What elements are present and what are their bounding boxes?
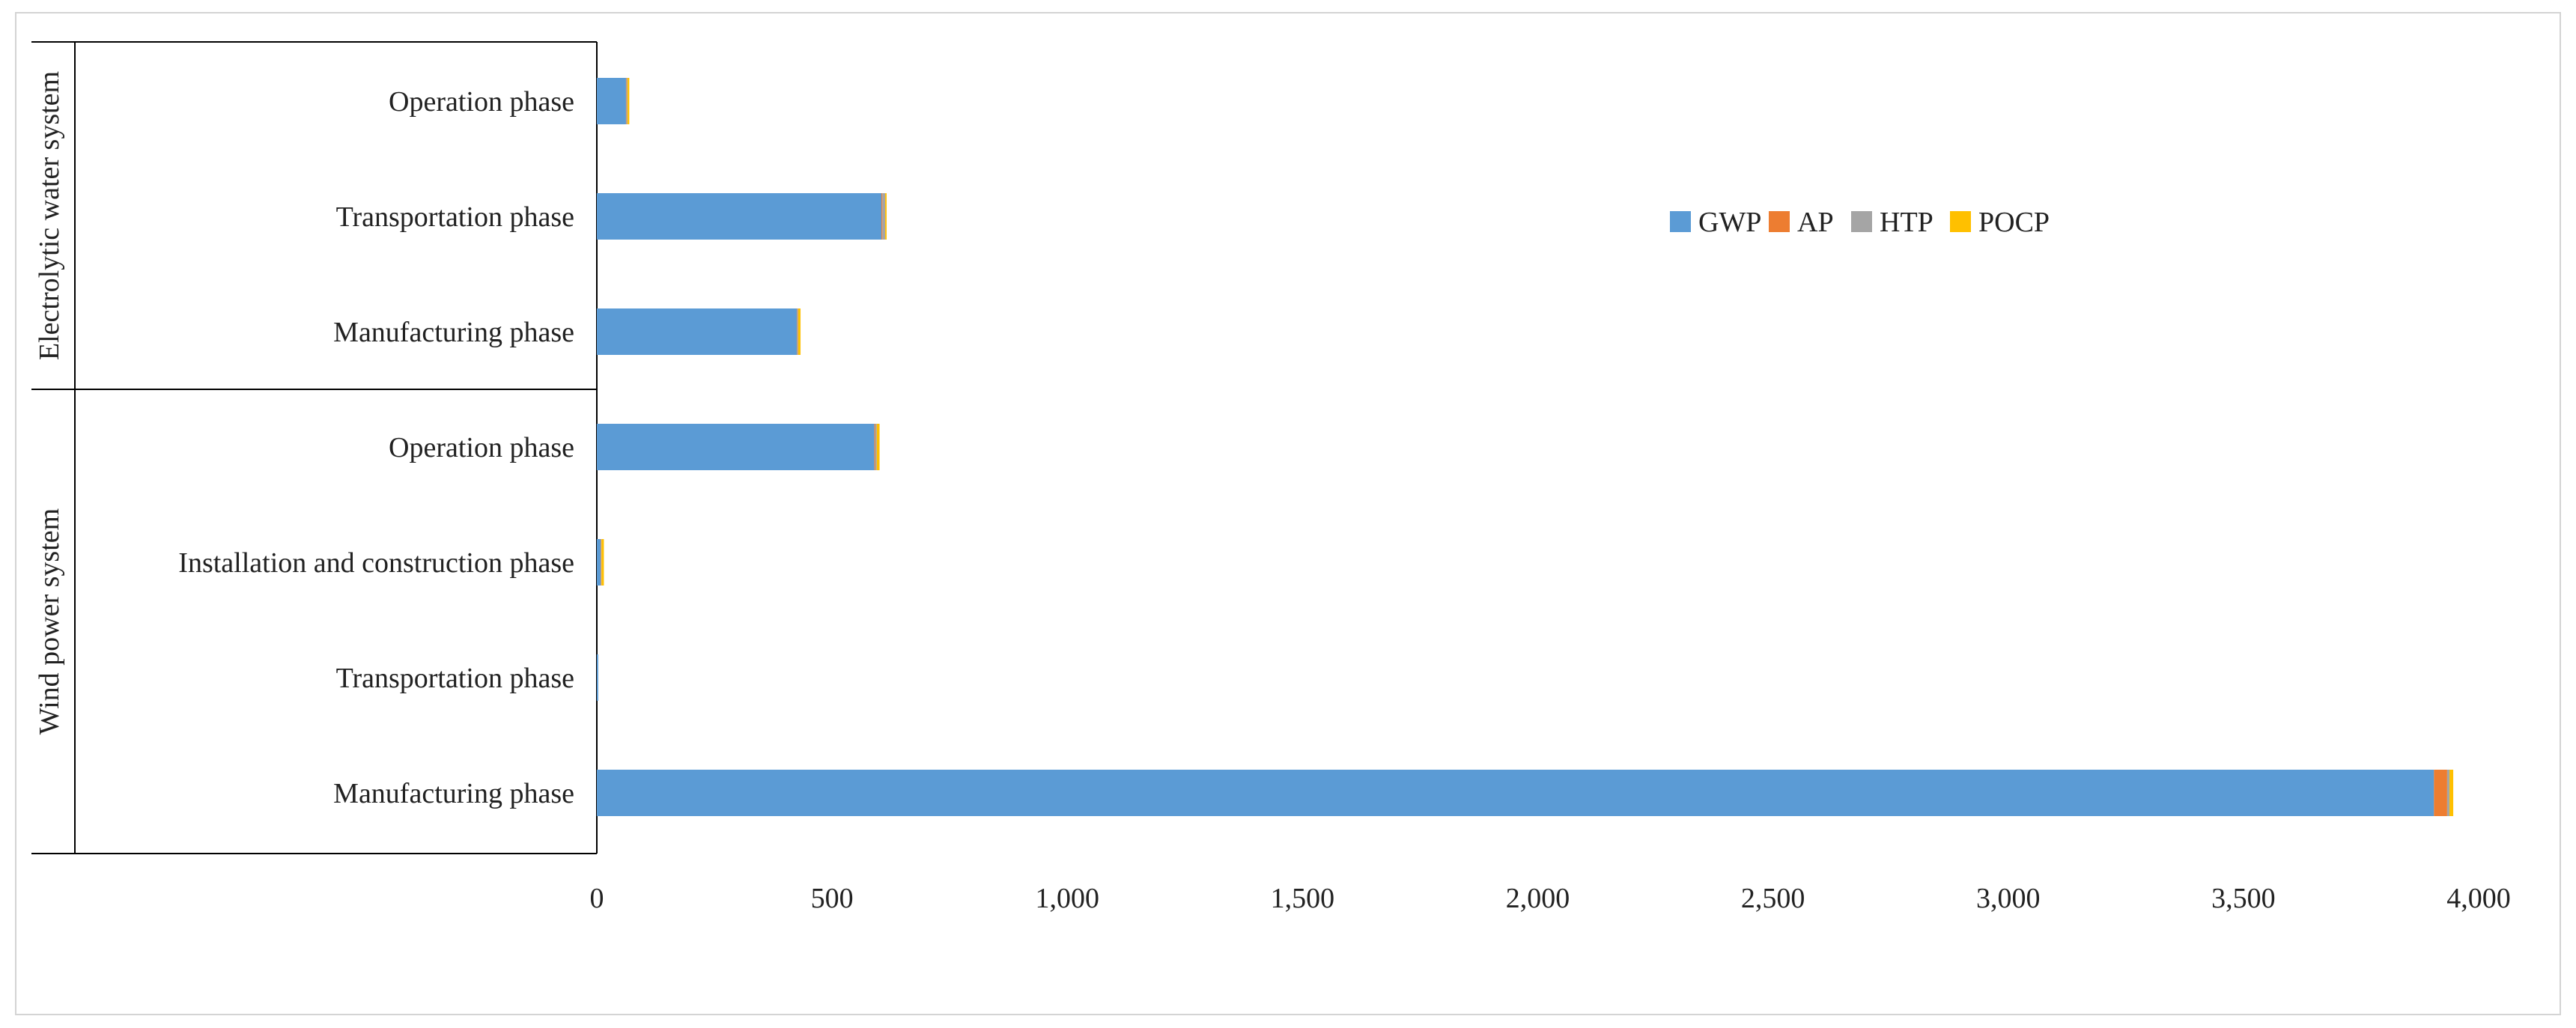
x-tick-label: 2,500 — [1741, 883, 1805, 914]
bar-segment-htp — [626, 78, 628, 124]
x-tick-label: 2,000 — [1506, 883, 1570, 914]
x-tick-label: 3,000 — [1976, 883, 2041, 914]
bar-segment-htp — [2446, 770, 2450, 816]
group-labels: Electrolytic water system Wind power syst… — [31, 41, 598, 854]
x-tick-label: 3,500 — [2211, 883, 2276, 914]
bar-segment-gwp — [597, 308, 798, 355]
category-labels: Operation phase Transportation phase Manuf… — [178, 86, 574, 809]
bar-segment-ap — [797, 308, 798, 355]
legend-label: HTP — [1880, 207, 1933, 238]
bar-segment-gwp — [597, 78, 626, 124]
category-label: Operation phase — [389, 432, 574, 463]
bar-segment-htp — [882, 193, 886, 240]
legend-swatch-gwp — [1670, 211, 1691, 232]
bar-segment-ap — [2434, 770, 2447, 816]
bar-segment-htp — [875, 424, 877, 470]
group-label: Electrolytic water system — [34, 71, 65, 360]
bar-segment-pocp — [885, 193, 887, 240]
legend-label: POCP — [1978, 207, 2050, 238]
bar-segment-pocp — [601, 539, 604, 586]
x-tick-label: 500 — [811, 883, 854, 914]
category-label: Operation phase — [389, 86, 574, 118]
x-tick-label: 4,000 — [2446, 883, 2511, 914]
bar-segment-pocp — [2449, 770, 2454, 816]
bar-segment-gwp — [597, 654, 598, 701]
bar-segment-pocp — [627, 78, 630, 124]
bars — [597, 78, 2454, 816]
bar-segment-pocp — [798, 308, 801, 355]
legend-swatch-pocp — [1950, 211, 1971, 232]
legend-swatch-htp — [1851, 211, 1872, 232]
category-label: Installation and construction phase — [178, 547, 574, 579]
group-label: Wind power system — [34, 508, 65, 734]
bar-segment-gwp — [597, 770, 2434, 816]
x-axis-ticks: 0 500 1,000 1,500 2,000 2,500 3,000 3,500 4,000 — [590, 883, 2511, 914]
legend-label: AP — [1797, 207, 1834, 238]
legend: GWP AP HTP POCP — [1670, 207, 2050, 238]
category-label: Manufacturing phase — [333, 317, 574, 348]
x-tick-label: 1,500 — [1271, 883, 1335, 914]
chart-frame — [15, 12, 2561, 1015]
category-label: Transportation phase — [336, 201, 574, 233]
category-label: Transportation phase — [336, 663, 574, 694]
legend-label: GWP — [1698, 207, 1761, 238]
bar-segment-pocp — [876, 424, 880, 470]
legend-swatch-ap — [1769, 211, 1790, 232]
bar-segment-gwp — [597, 193, 882, 240]
x-tick-label: 0 — [590, 883, 604, 914]
bar-segment-gwp — [597, 424, 875, 470]
bar-segment-ap — [625, 78, 627, 124]
bar-segment-gwp — [597, 539, 601, 586]
bar-segment-ap — [881, 193, 883, 240]
category-label: Manufacturing phase — [333, 778, 574, 809]
x-tick-label: 1,000 — [1036, 883, 1100, 914]
bar-segment-htp — [601, 539, 602, 586]
